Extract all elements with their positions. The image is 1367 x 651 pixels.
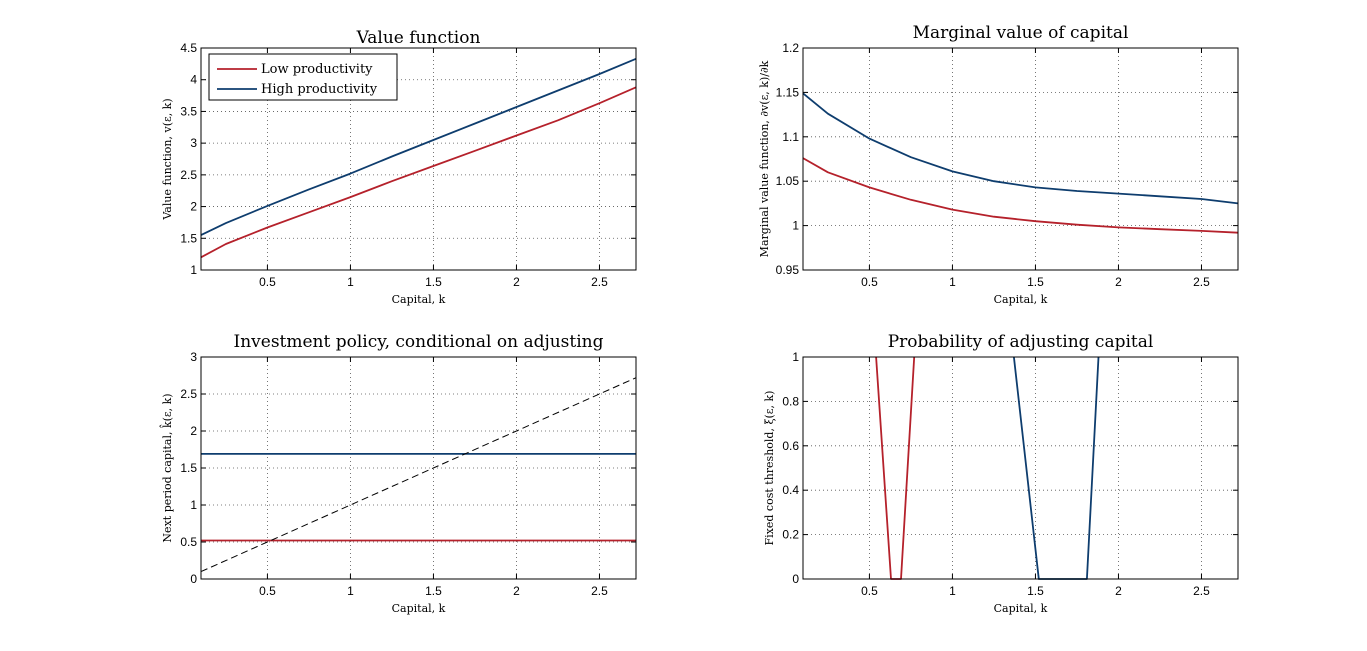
y-axis-label: Value function, v(ε, k) [161, 98, 174, 220]
series-line-high-productivity [200, 57, 637, 236]
plot-area [803, 48, 1238, 270]
chart-title: Value function [356, 28, 481, 48]
y-tick-label: 0.6 [782, 439, 799, 453]
y-tick-label: 3 [190, 350, 197, 364]
y-axis-label: Marginal value function, ∂v(ε, k)/∂k [758, 60, 771, 257]
x-tick-label: 1 [347, 275, 354, 289]
x-axis-label: Capital, k [994, 293, 1048, 306]
y-tick-label: 2 [190, 424, 197, 438]
y-tick-label: 1.5 [180, 231, 197, 245]
y-tick-label: 0.95 [776, 263, 800, 277]
x-tick-label: 1.5 [1027, 584, 1044, 598]
y-axis-label: Next period capital, k̂(ε, k) [160, 393, 174, 542]
y-tick-label: 1.1 [782, 130, 799, 144]
policy-chart: 0.5 1 1.5 2 2.5 0 0.5 1 1.5 2 2.5 3 Investment polic… [160, 332, 637, 615]
chart-title: Probability of adjusting capital [888, 332, 1154, 352]
x-tick-label: 2 [1115, 275, 1122, 289]
y-tick-label: 3.5 [180, 104, 197, 118]
y-tick-label: 2.5 [180, 168, 197, 182]
y-tick-label: 1 [792, 350, 799, 364]
y-tick-label: 4 [190, 73, 197, 87]
y-tick-label: 1.05 [776, 174, 800, 188]
legend: Low productivity High productivity [208, 53, 398, 101]
y-tick-label: 2.5 [180, 387, 197, 401]
x-tick-label: 1.5 [425, 584, 442, 598]
marginal-chart: 0.5 1 1.5 2 2.5 0.95 1 1.05 1.1 1.15 1.2 Marginal v… [758, 23, 1239, 306]
x-tick-label: 2.5 [1193, 275, 1210, 289]
legend-entry: Low productivity [261, 62, 373, 77]
y-tick-label: 1.5 [180, 461, 197, 475]
x-tick-label: 0.5 [861, 584, 878, 598]
axes-frame [200, 356, 637, 580]
x-tick-label: 1 [949, 275, 956, 289]
x-axis-label: Capital, k [392, 602, 446, 615]
series-line-high [802, 92, 1239, 205]
y-axis-label: Fixed cost threshold, ξ(ε, k) [763, 391, 776, 546]
x-axis-label: Capital, k [392, 293, 446, 306]
y-tick-label: 1.15 [776, 85, 800, 99]
y-tick-label: 1 [190, 498, 197, 512]
y-tick-label: 1 [792, 219, 799, 233]
x-tick-label: 2 [513, 584, 520, 598]
y-tick-label: 0.2 [782, 528, 799, 542]
axes-frame [802, 47, 1239, 271]
plot-area [803, 357, 1238, 579]
y-tick-label: 0.5 [180, 535, 197, 549]
x-tick-label: 1 [347, 584, 354, 598]
legend-entry: High productivity [261, 82, 378, 97]
x-tick-label: 2.5 [591, 275, 608, 289]
legend-box [208, 53, 398, 101]
x-axis-label: Capital, k [994, 602, 1048, 615]
x-tick-label: 2.5 [591, 584, 608, 598]
y-tick-label: 1 [190, 263, 197, 277]
y-tick-label: 0 [792, 572, 799, 586]
x-tick-label: 1.5 [1027, 275, 1044, 289]
series-line-low-productivity [200, 86, 637, 259]
chart-title: Investment policy, conditional on adjust… [233, 332, 603, 352]
x-tick-label: 0.5 [259, 584, 276, 598]
series-line-ref [200, 377, 637, 573]
axes-frame [200, 47, 637, 271]
axes-frame [802, 356, 1239, 580]
y-tick-label: 0 [190, 572, 197, 586]
value-chart: 0.5 1 1.5 2 2.5 1 1.5 2 2.5 3 3.5 4 4.5 Value functio… [161, 28, 637, 306]
y-tick-label: 1.2 [782, 41, 799, 55]
y-tick-label: 3 [190, 136, 197, 150]
plot-area [201, 357, 636, 579]
y-tick-label: 4.5 [180, 41, 197, 55]
probability-chart: 0.5 1 1.5 2 2.5 0 0.2 0.4 0.6 0.8 1 Probability of … [763, 332, 1239, 615]
x-tick-label: 1 [949, 584, 956, 598]
x-tick-label: 0.5 [259, 275, 276, 289]
y-tick-label: 0.8 [782, 394, 799, 408]
x-tick-label: 0.5 [861, 275, 878, 289]
y-tick-label: 0.4 [782, 483, 799, 497]
x-tick-label: 2.5 [1193, 584, 1210, 598]
y-tick-label: 2 [190, 200, 197, 214]
chart-title: Marginal value of capital [913, 23, 1129, 43]
x-tick-label: 1.5 [425, 275, 442, 289]
series-line-low [802, 157, 1239, 234]
x-tick-label: 2 [1115, 584, 1122, 598]
x-tick-label: 2 [513, 275, 520, 289]
